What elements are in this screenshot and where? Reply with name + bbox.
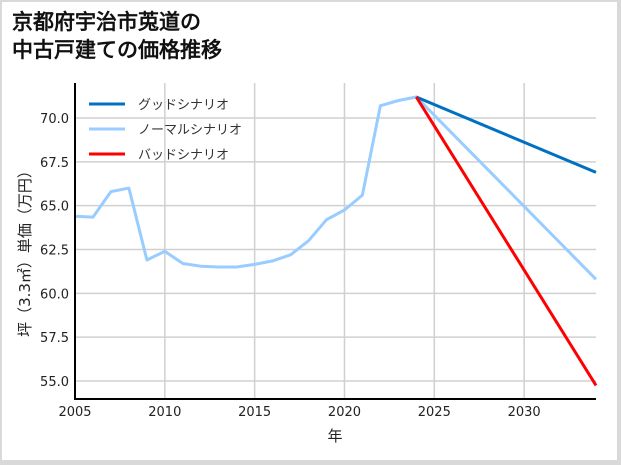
series-line xyxy=(415,96,598,387)
x-tick-label: 2020 xyxy=(328,405,361,420)
x-axis-ticks: 2005 2010 2015 2020 2025 2030 xyxy=(58,405,540,420)
chart-title: 京都府宇治市莵道の 中古戸建ての価格推移 xyxy=(12,10,222,62)
data-lines xyxy=(74,95,598,387)
series-line xyxy=(74,95,598,281)
y-tick-label: 60.0 xyxy=(40,287,69,302)
y-tick-label: 62.5 xyxy=(40,244,69,259)
y-tick-label: 57.5 xyxy=(40,331,69,346)
series-line xyxy=(415,95,597,174)
y-tick-label: 70.0 xyxy=(40,112,69,127)
legend-label: グッドシナリオ xyxy=(138,98,229,113)
y-axis-label: 坪（3.3㎡）単価（万円） xyxy=(16,163,34,337)
y-tick-label: 55.0 xyxy=(40,375,69,390)
gridlines xyxy=(74,83,596,399)
legend-item: ノーマルシナリオ xyxy=(89,123,242,138)
y-tick-label: 65.0 xyxy=(40,200,69,215)
legend-item: グッドシナリオ xyxy=(89,98,229,113)
x-tick-label: 2005 xyxy=(58,405,91,420)
axes xyxy=(74,83,596,400)
x-tick-label: 2030 xyxy=(508,405,541,420)
legend-label: バッドシナリオ xyxy=(138,148,229,163)
legend-item: バッドシナリオ xyxy=(89,148,229,163)
x-tick-label: 2010 xyxy=(148,405,181,420)
x-tick-label: 2025 xyxy=(418,405,451,420)
y-axis-ticks: 55.0 57.5 60.0 62.5 65.0 67.5 70.0 xyxy=(40,112,69,390)
legend-label: ノーマルシナリオ xyxy=(138,123,242,138)
y-tick-label: 67.5 xyxy=(40,156,69,171)
x-tick-label: 2015 xyxy=(238,405,271,420)
x-axis-label: 年 xyxy=(327,427,342,445)
chart-frame xyxy=(2,2,617,460)
